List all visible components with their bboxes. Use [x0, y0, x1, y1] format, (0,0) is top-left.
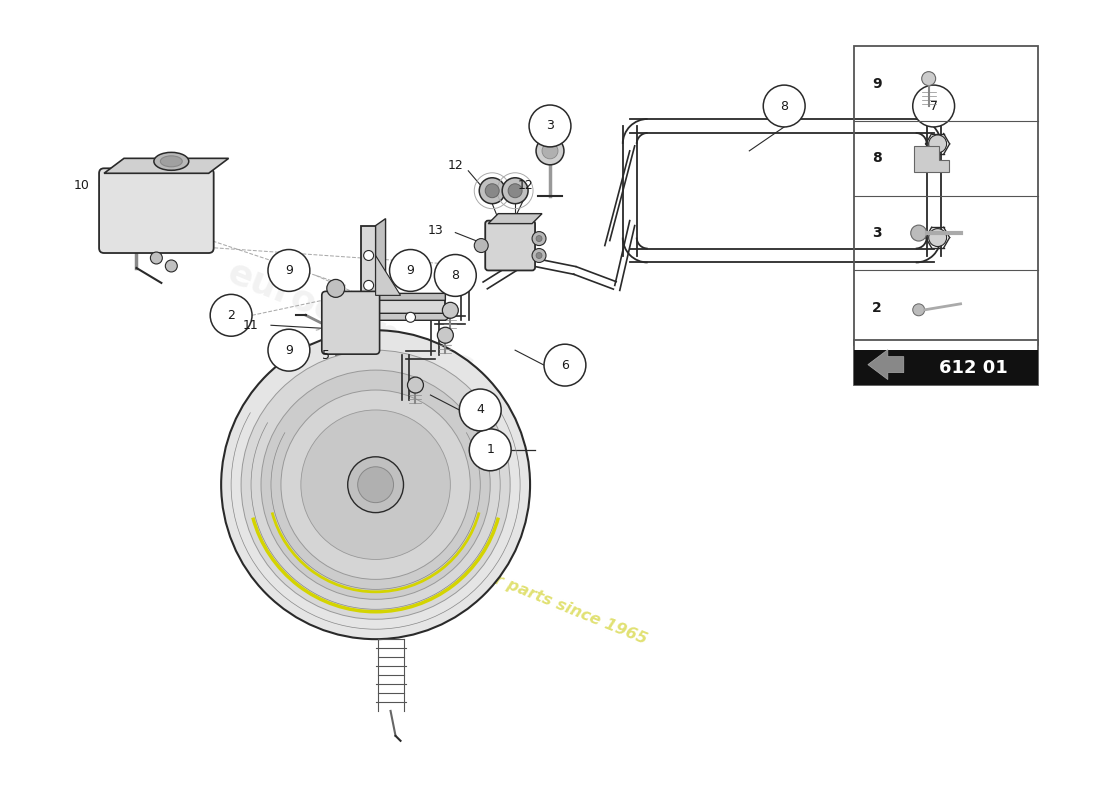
- Text: 2: 2: [228, 309, 235, 322]
- Text: eurocarparts: eurocarparts: [222, 255, 480, 386]
- Circle shape: [480, 178, 505, 204]
- Circle shape: [261, 370, 491, 599]
- Text: 12: 12: [517, 179, 534, 192]
- Circle shape: [928, 135, 947, 153]
- Bar: [854, 350, 1038, 385]
- Text: 2: 2: [872, 301, 881, 315]
- Text: 9: 9: [407, 264, 415, 277]
- Circle shape: [358, 466, 394, 502]
- Circle shape: [364, 281, 374, 290]
- Text: 8: 8: [872, 151, 881, 166]
- Circle shape: [280, 390, 471, 579]
- Circle shape: [268, 330, 310, 371]
- Ellipse shape: [154, 152, 189, 170]
- Circle shape: [327, 279, 344, 298]
- Circle shape: [210, 294, 252, 336]
- Circle shape: [911, 225, 926, 241]
- Circle shape: [364, 250, 374, 261]
- Circle shape: [913, 304, 925, 316]
- Text: 13: 13: [428, 224, 443, 237]
- Circle shape: [470, 429, 512, 470]
- Circle shape: [151, 252, 163, 264]
- Polygon shape: [914, 146, 948, 172]
- Text: 9: 9: [872, 77, 881, 90]
- Polygon shape: [868, 350, 904, 379]
- Circle shape: [529, 105, 571, 147]
- Polygon shape: [488, 214, 542, 224]
- Polygon shape: [361, 226, 446, 320]
- Text: 11: 11: [243, 318, 258, 332]
- Text: 1: 1: [486, 443, 494, 456]
- Text: 3: 3: [872, 226, 881, 240]
- Polygon shape: [104, 158, 229, 174]
- Text: a passion for parts since 1965: a passion for parts since 1965: [390, 531, 649, 647]
- Circle shape: [221, 330, 530, 639]
- Polygon shape: [375, 255, 400, 295]
- Circle shape: [442, 302, 459, 318]
- Bar: [854, 340, 1038, 385]
- Polygon shape: [375, 218, 446, 300]
- Circle shape: [503, 178, 528, 204]
- Text: 3: 3: [546, 119, 554, 133]
- Polygon shape: [361, 314, 455, 320]
- Text: 4: 4: [476, 403, 484, 417]
- FancyBboxPatch shape: [99, 168, 213, 253]
- FancyBboxPatch shape: [485, 221, 535, 270]
- Ellipse shape: [161, 156, 183, 167]
- Circle shape: [763, 85, 805, 127]
- Circle shape: [536, 235, 542, 242]
- Text: 612 01: 612 01: [939, 358, 1008, 377]
- Bar: [854, 46, 1038, 345]
- Text: 8: 8: [780, 99, 789, 113]
- Circle shape: [928, 229, 947, 246]
- Circle shape: [474, 238, 488, 253]
- Circle shape: [532, 249, 546, 262]
- Circle shape: [241, 350, 510, 619]
- Circle shape: [348, 457, 404, 513]
- Circle shape: [268, 250, 310, 291]
- Text: 7: 7: [930, 99, 937, 113]
- Circle shape: [922, 72, 936, 86]
- Text: 10: 10: [74, 179, 89, 192]
- Circle shape: [301, 410, 450, 559]
- Circle shape: [460, 389, 502, 431]
- Circle shape: [536, 137, 564, 165]
- Circle shape: [407, 377, 424, 393]
- Circle shape: [536, 253, 542, 258]
- Text: 9: 9: [285, 264, 293, 277]
- Text: 8: 8: [451, 269, 460, 282]
- FancyBboxPatch shape: [322, 291, 379, 354]
- Text: 6: 6: [561, 358, 569, 372]
- Circle shape: [913, 85, 955, 127]
- Circle shape: [406, 312, 416, 322]
- Circle shape: [532, 231, 546, 246]
- Circle shape: [508, 184, 522, 198]
- Text: 5: 5: [322, 349, 330, 362]
- Circle shape: [165, 260, 177, 272]
- Text: 9: 9: [285, 344, 293, 357]
- Text: 12: 12: [448, 159, 463, 172]
- Circle shape: [485, 184, 499, 198]
- Circle shape: [542, 143, 558, 159]
- Circle shape: [438, 327, 453, 343]
- Circle shape: [434, 254, 476, 296]
- Circle shape: [544, 344, 586, 386]
- Circle shape: [389, 250, 431, 291]
